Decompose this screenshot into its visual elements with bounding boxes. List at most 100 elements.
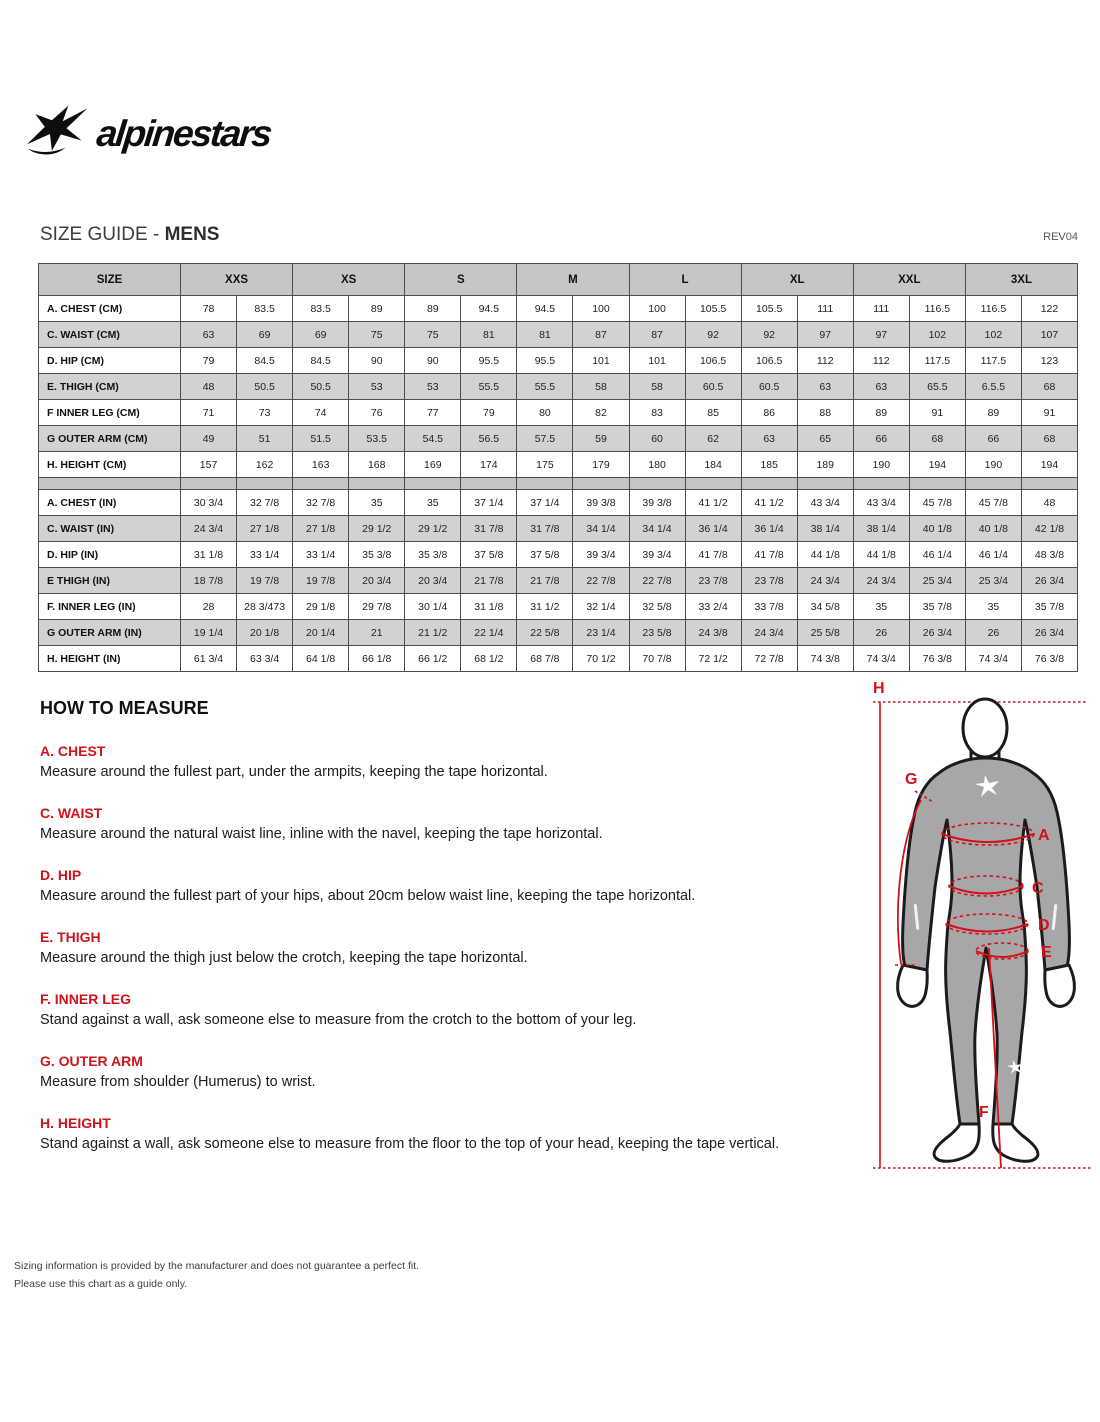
- size-table-row: C. WAIST (IN) 24 3/4 27 1/8 27 1/8 29 1/2 29 …: [38, 515, 1079, 542]
- size-table-cell: 20 3/4: [348, 567, 406, 594]
- size-table-cell: 63 3/4: [236, 645, 294, 672]
- size-table-cell: 76 3/8: [1020, 645, 1079, 672]
- measure-item-thigh: E. THIGH Measure around the thigh just b…: [40, 929, 850, 966]
- size-table-cell: 73: [236, 399, 294, 426]
- size-table-row-label: H. HEIGHT (CM): [38, 451, 181, 478]
- size-table-cell: 68: [1020, 425, 1079, 452]
- size-table-separator-cell: [404, 477, 462, 490]
- size-table-cell: 72 1/2: [684, 645, 742, 672]
- page-title: SIZE GUIDE - MENS: [40, 224, 219, 246]
- size-table-row: D. HIP (IN) 31 1/8 33 1/4 33 1/4 35 3/8 35 3/…: [38, 541, 1079, 568]
- size-table-cell: 89: [964, 399, 1022, 426]
- size-table-cell: 60.5: [740, 373, 798, 400]
- size-table-cell: 58: [628, 373, 686, 400]
- figure-label-chest: A: [1038, 827, 1050, 844]
- measure-item-desc: Stand against a wall, ask someone else t…: [40, 1136, 780, 1152]
- size-table-cell: 80: [516, 399, 574, 426]
- size-table-cell: 95.5: [516, 347, 574, 374]
- size-table-row-label: C. WAIST (CM): [38, 321, 181, 348]
- size-table-row: F INNER LEG (CM) 71 73 74 76 77 79 80 82 83 85 86 88…: [38, 399, 1079, 426]
- measure-item-waist: C. WAIST Measure around the natural wais…: [40, 805, 850, 842]
- size-table-cell: 24 3/4: [852, 567, 910, 594]
- size-table-cell: 112: [852, 347, 910, 374]
- size-table-cell: 64 1/8: [292, 645, 350, 672]
- size-table-cell: 190: [964, 451, 1022, 478]
- size-table-cell: 43 3/4: [852, 489, 910, 516]
- size-table-cell: 25 5/8: [796, 619, 854, 646]
- size-table-separator-cell: [292, 477, 350, 490]
- revision-label: REV04: [1043, 231, 1078, 243]
- size-table-cell: 24 3/4: [179, 515, 238, 542]
- size-table-cell: 71: [179, 399, 238, 426]
- size-table-cell: 51.5: [292, 425, 350, 452]
- size-table-cell: 75: [348, 321, 406, 348]
- measure-item-title: C. WAIST: [40, 805, 103, 821]
- size-table-cell: 179: [572, 451, 630, 478]
- size-table-size-header: S: [404, 263, 518, 296]
- size-table-separator-cell: [908, 477, 966, 490]
- size-table-cell: 105.5: [740, 295, 798, 322]
- size-table-cell: 63: [796, 373, 854, 400]
- size-table-cell: 100: [628, 295, 686, 322]
- size-table-cell: 92: [684, 321, 742, 348]
- size-table-cell: 175: [516, 451, 574, 478]
- size-table-cell: 48 3/8: [1020, 541, 1079, 568]
- size-table-cell: 66: [852, 425, 910, 452]
- size-table-cell: 21 7/8: [516, 567, 574, 594]
- size-table: SIZE XXS XS S M L XL XXL 3XL A. CHEST (CM) 78 83.5 8…: [38, 263, 1079, 672]
- size-table-cell: 68: [1020, 373, 1079, 400]
- size-table-cell: 66 1/8: [348, 645, 406, 672]
- size-table-cell: 86: [740, 399, 798, 426]
- size-table-cell: 65: [796, 425, 854, 452]
- size-table-cell: 59: [572, 425, 630, 452]
- size-table-cell: 117.5: [908, 347, 966, 374]
- size-table-cell: 33 7/8: [740, 593, 798, 620]
- size-table-cell: 74 3/4: [964, 645, 1022, 672]
- size-table-cell: 22 7/8: [572, 567, 630, 594]
- size-table-cell: 65.5: [908, 373, 966, 400]
- size-table-cell: 48: [1020, 489, 1079, 516]
- size-table-cell: 30 1/4: [404, 593, 462, 620]
- how-to-measure-title: HOW TO MEASURE: [40, 698, 209, 718]
- size-table-cell: 36 1/4: [684, 515, 742, 542]
- size-table-cell: 51: [236, 425, 294, 452]
- size-table-cell: 42 1/8: [1020, 515, 1079, 542]
- size-table-cell: 69: [236, 321, 294, 348]
- measure-item-inner-leg: F. INNER LEG Stand against a wall, ask s…: [40, 991, 850, 1028]
- size-table-cell: 116.5: [908, 295, 966, 322]
- size-table-cell: 44 1/8: [852, 541, 910, 568]
- size-table-cell: 28: [179, 593, 238, 620]
- size-table-cell: 111: [852, 295, 910, 322]
- size-table-cell: 24 3/4: [796, 567, 854, 594]
- size-table-row-label: D. HIP (IN): [38, 541, 181, 568]
- size-table-cell: 19 7/8: [236, 567, 294, 594]
- size-table-cell: 37 5/8: [460, 541, 518, 568]
- size-table-cell: 39 3/4: [628, 541, 686, 568]
- page-title-gender: MENS: [164, 224, 220, 245]
- figure-label-hip: D: [1038, 917, 1050, 934]
- figure-label-waist: C: [1032, 880, 1044, 897]
- size-table-cell: 37 1/4: [460, 489, 518, 516]
- size-table-cell: 21 1/2: [404, 619, 462, 646]
- measure-item-desc: Measure around the fullest part of your …: [40, 888, 696, 904]
- size-table-cell: 117.5: [964, 347, 1022, 374]
- size-table-row-label: G OUTER ARM (IN): [38, 619, 181, 646]
- size-table-cell: 77: [404, 399, 462, 426]
- size-table-row-label: D. HIP (CM): [38, 347, 181, 374]
- size-table-row-label: F INNER LEG (CM): [38, 399, 181, 426]
- how-to-measure-section: HOW TO MEASURE A. CHEST Measure around t…: [40, 698, 850, 1177]
- size-table-cell: 34 1/4: [628, 515, 686, 542]
- size-table-row: F. INNER LEG (IN) 28 28 3/473 29 1/8 29 7/8 3…: [38, 593, 1079, 620]
- size-table-row: H. HEIGHT (CM) 157 162 163 168 169 174 175 179 18…: [38, 451, 1079, 478]
- size-table-cell: 91: [1020, 399, 1079, 426]
- size-table-cell: 54.5: [404, 425, 462, 452]
- size-table-row-label: E. THIGH (CM): [38, 373, 181, 400]
- size-table-cell: 19 1/4: [179, 619, 238, 646]
- size-table-cell: 107: [1020, 321, 1079, 348]
- size-table-cell: 29 7/8: [348, 593, 406, 620]
- size-table-cell: 24 3/8: [684, 619, 742, 646]
- size-table-cell: 84.5: [292, 347, 350, 374]
- size-table-cell: 76: [348, 399, 406, 426]
- size-table-cell: 35: [404, 489, 462, 516]
- measure-item-hip: D. HIP Measure around the fullest part o…: [40, 867, 850, 904]
